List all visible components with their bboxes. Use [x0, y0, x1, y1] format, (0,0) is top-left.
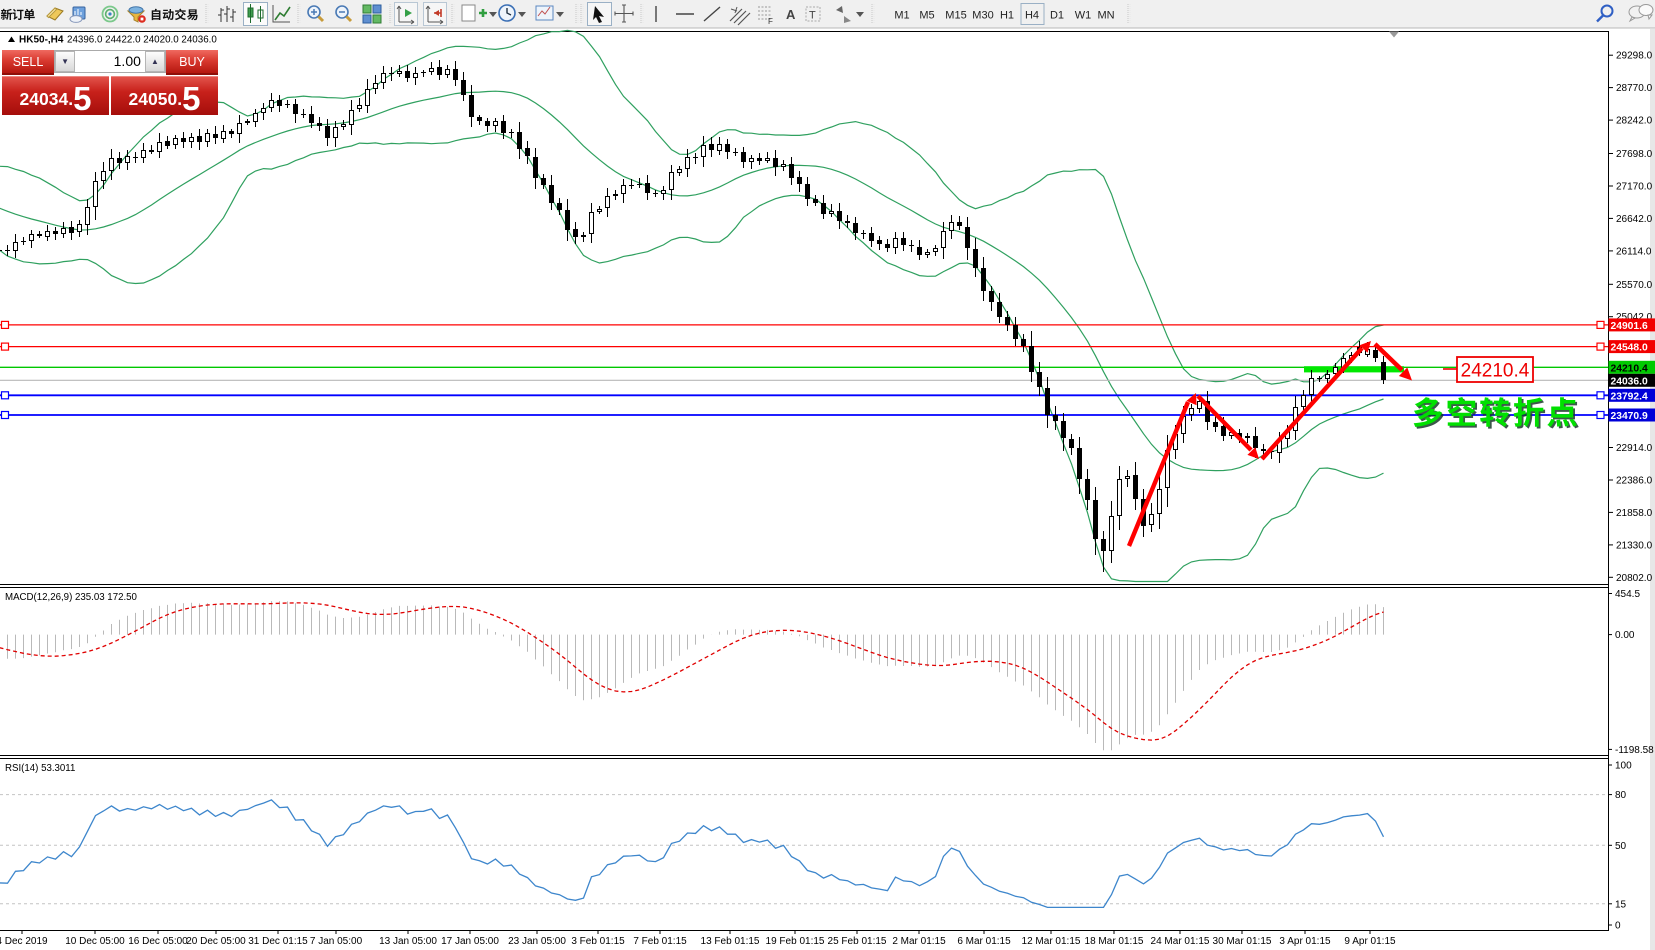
svg-text:H4: H4: [1025, 10, 1039, 22]
svg-text:T: T: [809, 10, 816, 22]
svg-text:MACD(12,26,9) 235.03 172.50: MACD(12,26,9) 235.03 172.50: [5, 592, 138, 603]
svg-text:13 Jan 05:00: 13 Jan 05:00: [379, 936, 437, 947]
svg-text:-1198.58: -1198.58: [1615, 745, 1654, 756]
svg-text:M15: M15: [945, 10, 966, 22]
svg-text:22386.0: 22386.0: [1616, 476, 1653, 487]
svg-text:24036.0: 24036.0: [1611, 376, 1648, 387]
svg-text:28770.0: 28770.0: [1616, 83, 1653, 94]
svg-text:7 Feb 01:15: 7 Feb 01:15: [633, 936, 687, 947]
svg-text:7 Jan 05:00: 7 Jan 05:00: [310, 936, 363, 947]
svg-text:26642.0: 26642.0: [1616, 214, 1653, 225]
svg-text:A: A: [786, 7, 796, 22]
svg-text:30 Mar 01:15: 30 Mar 01:15: [1213, 936, 1272, 947]
svg-text:4 Dec 2019: 4 Dec 2019: [0, 936, 48, 947]
svg-text:24396.0 24422.0 24020.0 24036.: 24396.0 24422.0 24020.0 24036.0: [67, 35, 217, 46]
svg-text:22914.0: 22914.0: [1616, 443, 1653, 454]
svg-text:3 Apr 01:15: 3 Apr 01:15: [1279, 936, 1331, 947]
svg-text:24210.4: 24210.4: [1461, 361, 1530, 382]
svg-text:0: 0: [1615, 921, 1621, 932]
svg-text:M5: M5: [919, 10, 934, 22]
svg-text:3 Feb 01:15: 3 Feb 01:15: [571, 936, 625, 947]
svg-text:20 Dec 05:00: 20 Dec 05:00: [186, 936, 246, 947]
svg-text:21330.0: 21330.0: [1616, 540, 1653, 551]
svg-text:24901.6: 24901.6: [1611, 321, 1648, 332]
svg-text:W1: W1: [1075, 10, 1092, 22]
svg-text:80: 80: [1615, 790, 1627, 801]
svg-text:9 Apr 01:15: 9 Apr 01:15: [1344, 936, 1396, 947]
svg-text:15: 15: [1615, 899, 1627, 910]
svg-text:MN: MN: [1097, 10, 1114, 22]
svg-text:13 Feb 01:15: 13 Feb 01:15: [701, 936, 760, 947]
svg-text:100: 100: [1615, 761, 1632, 772]
svg-text:28242.0: 28242.0: [1616, 116, 1653, 127]
svg-text:29298.0: 29298.0: [1616, 51, 1653, 62]
svg-text:23470.9: 23470.9: [1611, 411, 1648, 422]
svg-text:50: 50: [1615, 841, 1627, 852]
svg-text:24210.4: 24210.4: [1611, 363, 1648, 374]
svg-text:H1: H1: [1000, 10, 1014, 22]
svg-text:12 Mar 01:15: 12 Mar 01:15: [1022, 936, 1081, 947]
svg-text:23 Jan 05:00: 23 Jan 05:00: [508, 936, 566, 947]
svg-text:27170.0: 27170.0: [1616, 182, 1653, 193]
svg-text:25 Feb 01:15: 25 Feb 01:15: [828, 936, 887, 947]
svg-text:31 Dec 01:15: 31 Dec 01:15: [248, 936, 308, 947]
svg-text:HK50-,H4: HK50-,H4: [19, 35, 64, 46]
svg-text:27698.0: 27698.0: [1616, 149, 1653, 160]
svg-text:2 Mar 01:15: 2 Mar 01:15: [892, 936, 946, 947]
svg-text:24548.0: 24548.0: [1611, 343, 1648, 354]
svg-text:F: F: [768, 17, 773, 26]
svg-text:24 Mar 01:15: 24 Mar 01:15: [1151, 936, 1210, 947]
svg-text:16 Dec 05:00: 16 Dec 05:00: [128, 936, 188, 947]
svg-text:25570.0: 25570.0: [1616, 280, 1653, 291]
svg-text:D1: D1: [1050, 10, 1064, 22]
svg-text:23792.4: 23792.4: [1611, 391, 1648, 402]
svg-text:0.00: 0.00: [1615, 630, 1635, 641]
svg-text:454.5: 454.5: [1615, 589, 1640, 600]
svg-text:M30: M30: [972, 10, 993, 22]
svg-text:19 Feb 01:15: 19 Feb 01:15: [766, 936, 825, 947]
svg-text:6 Mar 01:15: 6 Mar 01:15: [957, 936, 1011, 947]
svg-text:25042.0: 25042.0: [1616, 312, 1653, 323]
svg-text:26114.0: 26114.0: [1616, 246, 1652, 257]
svg-text:M1: M1: [894, 10, 909, 22]
svg-text:21858.0: 21858.0: [1616, 508, 1653, 519]
svg-text:20802.0: 20802.0: [1616, 573, 1653, 584]
svg-text:18 Mar 01:15: 18 Mar 01:15: [1085, 936, 1144, 947]
svg-text:RSI(14) 53.3011: RSI(14) 53.3011: [5, 763, 75, 774]
svg-text:10 Dec 05:00: 10 Dec 05:00: [65, 936, 125, 947]
svg-text:17 Jan 05:00: 17 Jan 05:00: [441, 936, 499, 947]
